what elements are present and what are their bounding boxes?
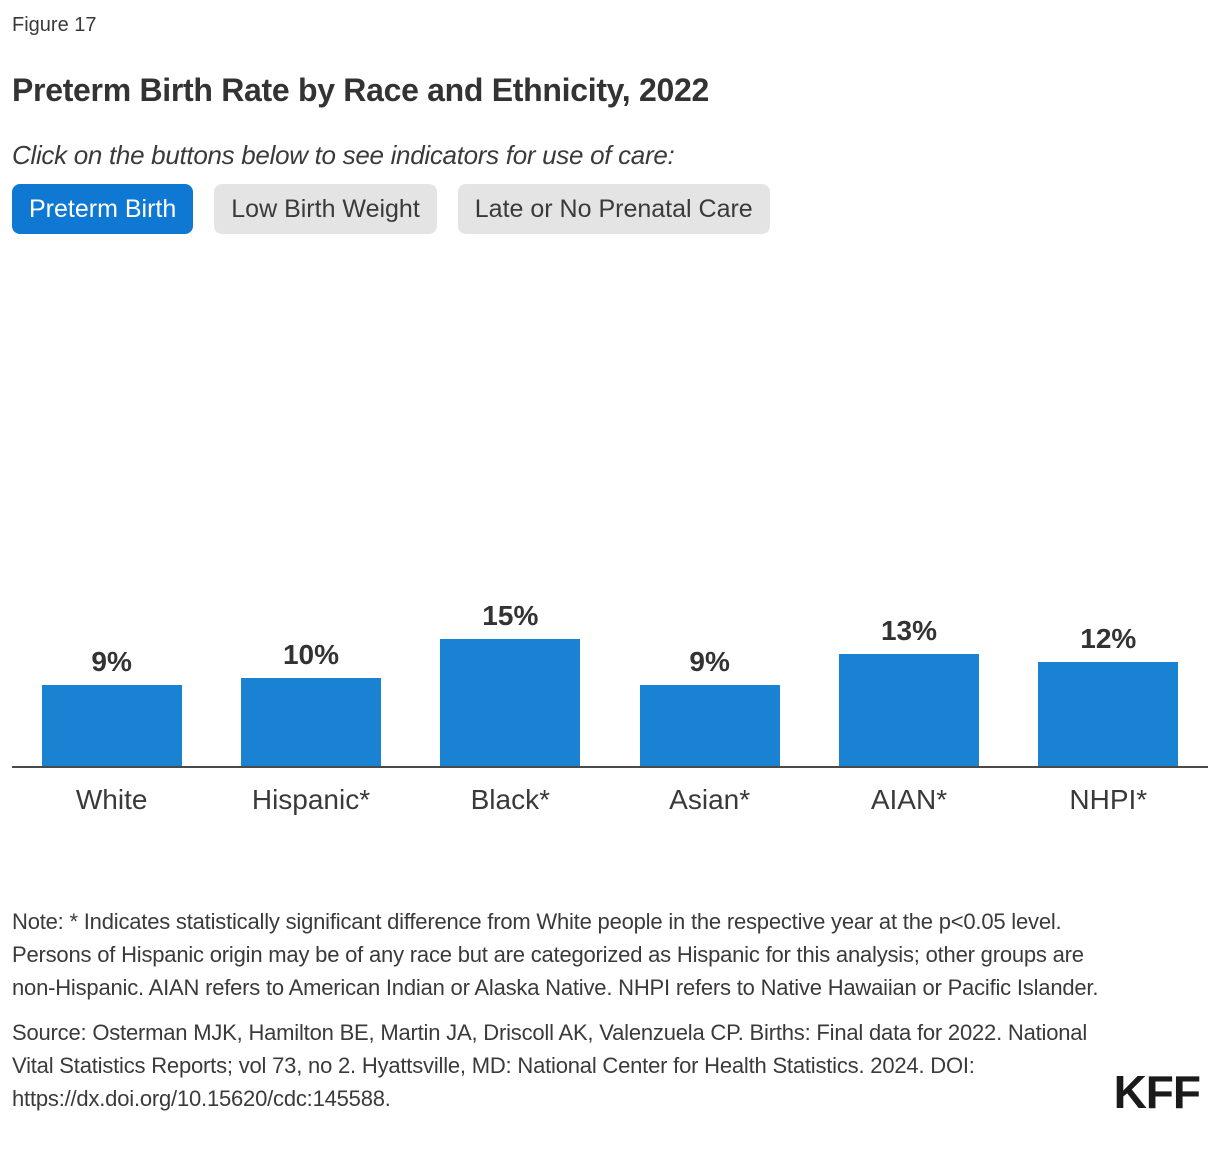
chart-title: Preterm Birth Rate by Race and Ethnicity… [12,72,709,108]
bar-group: 10% [211,638,410,766]
bar-value-label: 9% [91,646,132,677]
bar-value-label: 10% [282,639,340,670]
category-label: White [75,784,148,815]
bar[interactable] [41,685,182,766]
bar-value-label: 15% [482,600,539,631]
source-text: Source: Osterman MJK, Hamilton BE, Marti… [12,1020,1088,1111]
chart-category-axis: White Hispanic* Black* Asian* AIAN* NHPI* [12,768,1208,816]
category-label: Hispanic* [251,784,371,815]
kff-logo: KFF [1113,1066,1201,1118]
bar[interactable] [838,654,979,766]
button-late-or-no-prenatal-care[interactable]: Late or No Prenatal Care [457,184,770,234]
button-low-birth-weight[interactable]: Low Birth Weight [214,184,437,234]
figure-page: Figure 17 Preterm Birth Rate by Race and… [12,14,1208,1115]
bar-group: 13% [809,614,1008,766]
indicator-button-row: Preterm Birth Low Birth Weight Late or N… [12,184,1208,234]
chart-subtitle: Click on the buttons below to see indica… [12,140,675,170]
figure-footer: Source: Osterman MJK, Hamilton BE, Marti… [12,1016,1208,1115]
bar[interactable] [639,685,780,766]
note-text: Note: * Indicates statistically signific… [12,909,1099,1000]
chart-plot-area: 9% 10% 15% 9% 13% 12% [12,566,1208,768]
bar-group: 9% [12,645,211,766]
button-preterm-birth[interactable]: Preterm Birth [12,184,194,234]
bar-group: 15% [411,599,610,766]
bar[interactable] [240,678,381,766]
category-label: Black* [470,784,550,815]
bar[interactable] [440,639,581,766]
bar-value-label: 12% [1080,623,1137,654]
category-label: Asian* [669,784,751,815]
bar-value-label: 9% [689,646,730,677]
category-label: NHPI* [1069,784,1148,815]
bar-value-label: 13% [880,615,937,646]
figure-number-label: Figure 17 [12,14,97,36]
bar[interactable] [1038,662,1179,766]
bar-chart: 9% 10% 15% 9% 13% 12% White Hispanic* Black* Asi… [12,566,1208,816]
bar-group: 9% [610,645,809,766]
category-label: AIAN* [870,784,948,815]
bar-group: 12% [1009,622,1208,766]
